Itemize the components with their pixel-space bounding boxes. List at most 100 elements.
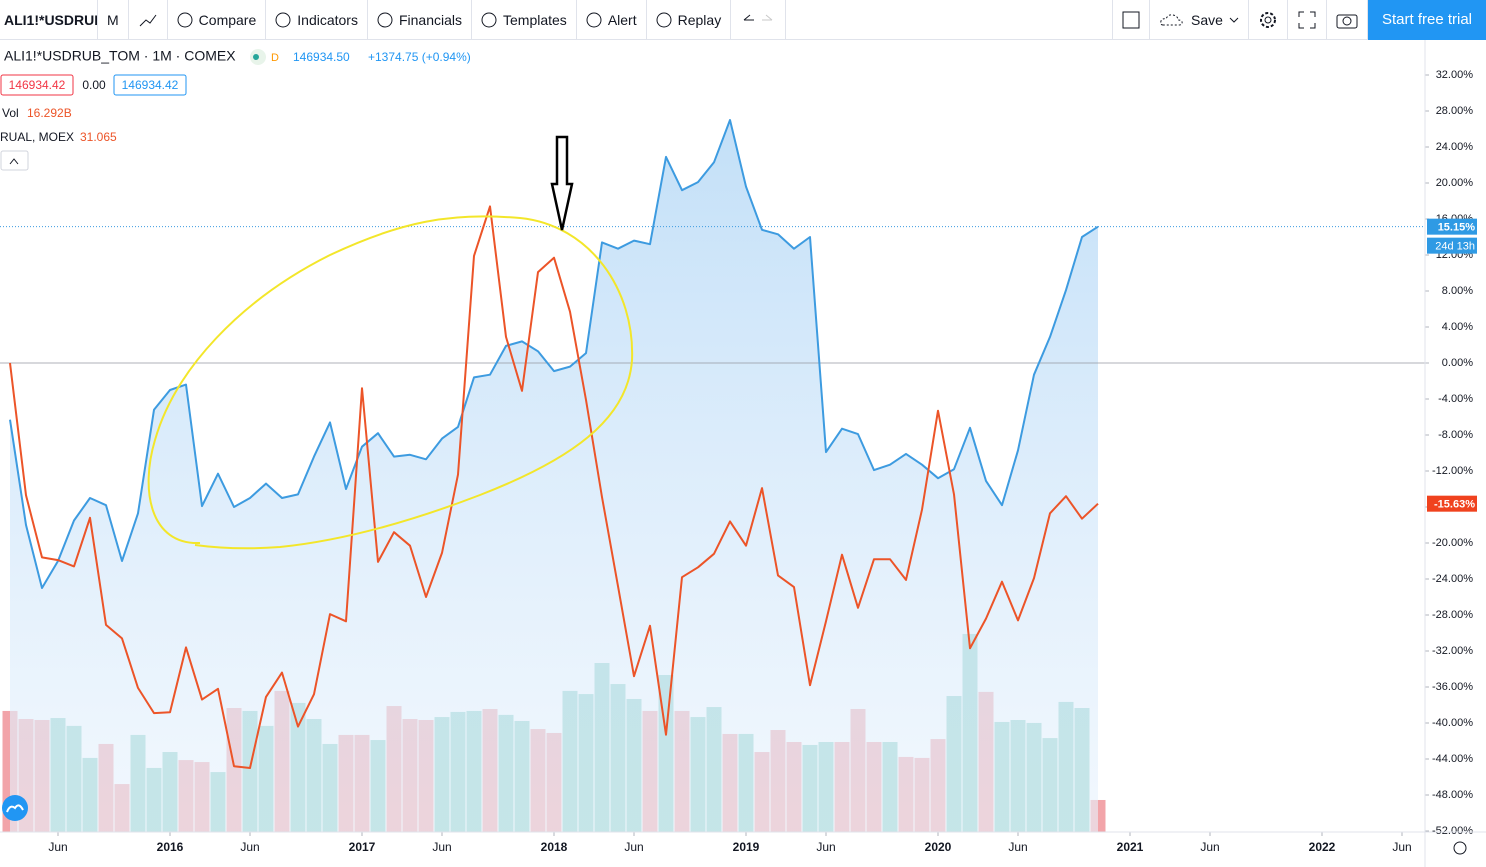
x-tick-label: 2020: [925, 840, 952, 854]
y-tick-label: -52.00%: [1432, 825, 1473, 837]
button-icon: [177, 12, 193, 27]
button-label: Templates: [503, 11, 567, 28]
yellow-ellipse: [147, 215, 634, 550]
bid: 146934.42: [9, 78, 66, 92]
logo-mark: [6, 804, 24, 813]
y-tick-label: 20.00%: [1436, 177, 1474, 189]
chart-type[interactable]: [129, 0, 168, 40]
toolbar: ALI1!*USDRUB M Compare Indicators Financia…: [0, 0, 1486, 40]
x-tick-label: 2019: [733, 840, 760, 854]
button-group: Compare Indicators Financials Templates Aler…: [168, 0, 732, 40]
x-tick-label: Jun: [432, 840, 451, 854]
countdown-badge: [1427, 237, 1477, 254]
series-line: [9, 119, 1099, 589]
undo-icon: [743, 14, 773, 20]
button-icon: [586, 12, 602, 27]
toolbar-button[interactable]: Templates: [472, 0, 577, 40]
bid-box: [0, 74, 74, 96]
y-tick-label: 28.00%: [1436, 105, 1474, 117]
compare-value: 31.065: [80, 130, 117, 144]
toolbar-button[interactable]: Replay: [647, 0, 732, 40]
series-line: [9, 205, 1099, 769]
y-tick-label: 0.00%: [1442, 357, 1473, 369]
button-icon: [656, 12, 672, 27]
flag: D: [271, 52, 279, 64]
y-tick-label: -4.00%: [1438, 393, 1473, 405]
status-dot: [253, 54, 259, 60]
last-badge-label: -15.63%: [1434, 499, 1475, 511]
spread: 0.00: [82, 78, 106, 92]
legend: ALI1!*USDRUB_TOM · 1M · COMEX D 146934.5…: [0, 48, 471, 171]
change: +1374.75 (+0.94%): [368, 50, 471, 64]
gear-icon: [1259, 11, 1276, 28]
vol-label: Vol: [2, 106, 19, 120]
y-tick-label: -36.00%: [1432, 681, 1473, 693]
x-tick-label: Jun: [1200, 840, 1219, 854]
last-badge: [1427, 218, 1477, 235]
cloud-icon: [1160, 13, 1183, 25]
trial-button[interactable]: Start free trial: [1367, 0, 1486, 40]
compare-label: RUAL, MOEX: [0, 130, 74, 144]
y-tick-label: -28.00%: [1432, 609, 1473, 621]
button-label: Indicators: [297, 11, 358, 28]
legend-title: ALI1!*USDRUB_TOM · 1M · COMEX: [4, 48, 236, 64]
y-tick-label: -24.00%: [1432, 573, 1473, 585]
y-tick-label: -44.00%: [1432, 753, 1473, 765]
button-icon: [275, 12, 291, 27]
x-tick-label: Jun: [1008, 840, 1027, 854]
countdown-label: 24d 13h: [1435, 241, 1475, 253]
x-tick-label: 2016: [157, 840, 184, 854]
price: 146934.50: [293, 50, 350, 64]
x-tick-label: Jun: [48, 840, 67, 854]
y-tick-label: -32.00%: [1432, 645, 1473, 657]
interval[interactable]: M: [98, 0, 129, 40]
ask-box: [113, 74, 187, 96]
toolbar-button[interactable]: Compare: [168, 0, 267, 40]
last-badge: [1427, 495, 1477, 512]
y-tick-label: -48.00%: [1432, 789, 1473, 801]
y-tick-label: 32.00%: [1436, 69, 1474, 81]
save-label: Save: [1191, 11, 1223, 28]
chevron: [1229, 17, 1239, 23]
x-tick-label: 2022: [1309, 840, 1336, 854]
fullscreen[interactable]: [1288, 0, 1327, 40]
x-tick-label: Jun: [816, 840, 835, 854]
x-tick-label: 2017: [349, 840, 376, 854]
toolbar-button[interactable]: Alert: [577, 0, 647, 40]
button-label: Financials: [398, 11, 462, 28]
collapse-icon: [9, 158, 19, 165]
button-icon: [481, 12, 497, 27]
button-label: Compare: [198, 11, 257, 28]
toolbar-button[interactable]: Financials: [368, 0, 472, 40]
y-tick-label: -20.00%: [1432, 537, 1473, 549]
camera-icon: [1336, 14, 1358, 28]
layout-icon: [1122, 11, 1140, 28]
y-tick-label: 24.00%: [1436, 141, 1474, 153]
snapshot[interactable]: [1327, 0, 1368, 40]
undo[interactable]: [731, 0, 787, 40]
x-tick-label: Jun: [624, 840, 643, 854]
y-tick-label: 8.00%: [1442, 285, 1473, 297]
spacer: [786, 0, 1114, 40]
layout[interactable]: [1113, 0, 1151, 40]
button-label: Replay: [677, 11, 722, 28]
collapse-button[interactable]: [0, 150, 29, 171]
last-badge-label: 15.15%: [1438, 222, 1476, 234]
settings[interactable]: [1249, 0, 1288, 40]
bars-icon: [139, 14, 157, 26]
settings-icon[interactable]: [1453, 841, 1467, 855]
x-tick-label: Jun: [1392, 840, 1411, 854]
y-tick-label: -12.00%: [1432, 465, 1473, 477]
x-tick-label: 2018: [541, 840, 568, 854]
button-icon: [377, 12, 393, 27]
toolbar-button[interactable]: Indicators: [266, 0, 368, 40]
y-tick-label: -8.00%: [1438, 429, 1473, 441]
x-tick-label: 2021: [1117, 840, 1144, 854]
drawings: [147, 135, 634, 550]
vol-value: 16.292B: [27, 106, 72, 120]
save-button[interactable]: Save: [1150, 0, 1249, 40]
button-label: Alert: [607, 11, 637, 28]
y-tick-label: 4.00%: [1442, 321, 1473, 333]
arrow: [550, 135, 574, 231]
symbol[interactable]: ALI1!*USDRUB: [0, 0, 98, 40]
